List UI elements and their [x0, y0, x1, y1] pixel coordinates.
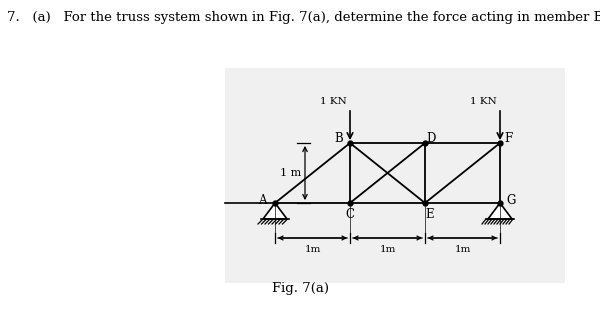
Text: 1m: 1m	[454, 245, 470, 254]
FancyBboxPatch shape	[225, 68, 565, 283]
Polygon shape	[488, 203, 512, 219]
Text: D: D	[427, 131, 436, 145]
Text: 1 m: 1 m	[280, 168, 301, 178]
Text: C: C	[346, 208, 355, 222]
Text: F: F	[504, 132, 512, 146]
Text: 1 KN: 1 KN	[470, 97, 497, 106]
Text: A: A	[258, 194, 266, 208]
Text: 1m: 1m	[379, 245, 395, 254]
Polygon shape	[263, 203, 287, 219]
Text: E: E	[425, 208, 434, 222]
Text: B: B	[335, 132, 343, 146]
Text: 1 KN: 1 KN	[320, 97, 347, 106]
Text: 1m: 1m	[304, 245, 320, 254]
Text: G: G	[506, 194, 515, 208]
Text: 7.   (a)   For the truss system shown in Fig. 7(a), determine the force acting i: 7. (a) For the truss system shown in Fig…	[7, 11, 600, 24]
Text: Fig. 7(a): Fig. 7(a)	[271, 282, 329, 295]
